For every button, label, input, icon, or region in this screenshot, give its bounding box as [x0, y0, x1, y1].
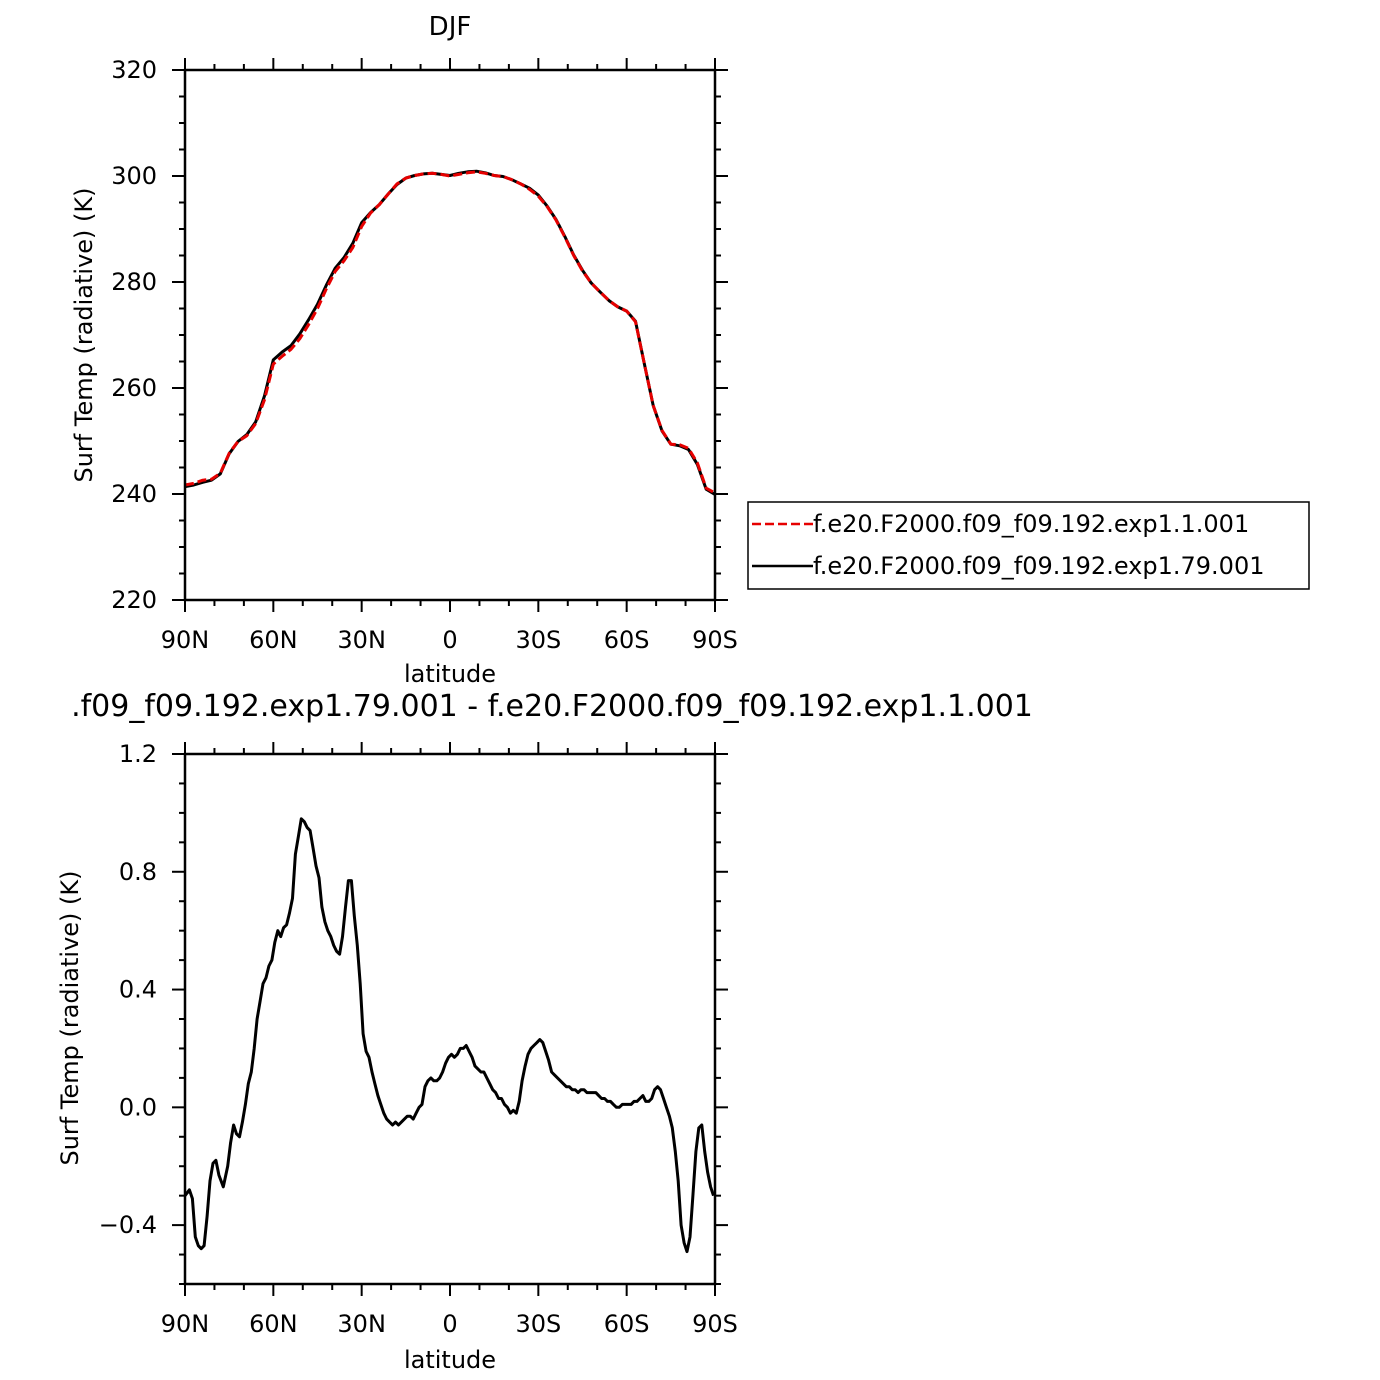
top-axis-ticks: 90N 60N 30N 0 30S 60S 90S 220 240 260 280 300 320: [111, 56, 738, 654]
bottom-panel: .f09_f09.192.exp1.79.001 - f.e20.F2000.f…: [56, 689, 1033, 1374]
top-x-tick-label: 30S: [515, 626, 561, 654]
bottom-y-axis-label: Surf Temp (radiative) (K): [56, 870, 84, 1165]
bottom-plot-frame: [183, 752, 717, 1286]
top-title: DJF: [429, 12, 472, 42]
bottom-x-tick-label: 90S: [692, 1310, 738, 1338]
top-y-tick-label: 260: [111, 374, 157, 402]
bottom-x-tick-label: 60S: [604, 1310, 650, 1338]
top-panel: DJF Surf Temp (radiative) (K) latitude 9…: [70, 12, 1310, 688]
bottom-title: .f09_f09.192.exp1.79.001 - f.e20.F2000.f…: [71, 689, 1033, 724]
legend-label-exp1-79: f.e20.F2000.f09_f09.192.exp1.79.001: [813, 552, 1264, 580]
bottom-y-tick-label: −0.4: [99, 1211, 157, 1239]
bottom-x-axis-label: latitude: [404, 1346, 496, 1374]
legend: f.e20.F2000.f09_f09.192.exp1.1.001 f.e20…: [747, 501, 1310, 590]
top-series-line-1: [184, 169, 716, 496]
bottom-axis-ticks: 90N 60N 30N 0 30S 60S 90S −0.4 0.0 0.4 0.8 1.2: [99, 740, 738, 1338]
top-x-tick-label: 60S: [604, 626, 650, 654]
bottom-x-tick-label: 30N: [337, 1310, 386, 1338]
top-y-tick-label: 220: [111, 586, 157, 614]
top-y-tick-label: 300: [111, 162, 157, 190]
top-y-axis-label: Surf Temp (radiative) (K): [70, 187, 98, 482]
top-x-tick-label: 90N: [161, 626, 210, 654]
bottom-series-line-0: [183, 817, 715, 1254]
top-y-tick-label: 320: [111, 56, 157, 84]
bottom-x-tick-label: 90N: [161, 1310, 210, 1338]
top-x-tick-label: 30N: [337, 626, 386, 654]
top-x-tick-label: 90S: [692, 626, 738, 654]
top-y-tick-label: 240: [111, 480, 157, 508]
bottom-x-tick-label: 30S: [515, 1310, 561, 1338]
top-plot-frame: [183, 68, 717, 602]
bottom-y-tick-label: 0.4: [119, 976, 157, 1004]
top-series-line-0: [184, 170, 716, 495]
top-y-tick-label: 280: [111, 268, 157, 296]
top-x-tick-label: 0: [442, 626, 457, 654]
top-x-axis-label: latitude: [404, 660, 496, 688]
bottom-y-tick-label: 1.2: [119, 740, 157, 768]
bottom-x-tick-label: 60N: [249, 1310, 298, 1338]
bottom-y-tick-label: 0.0: [119, 1093, 157, 1121]
legend-label-exp1-1: f.e20.F2000.f09_f09.192.exp1.1.001: [813, 510, 1249, 538]
bottom-series-lines: [183, 817, 715, 1254]
bottom-x-tick-label: 0: [442, 1310, 457, 1338]
top-x-tick-label: 60N: [249, 626, 298, 654]
top-series-lines: [184, 169, 716, 496]
bottom-y-tick-label: 0.8: [119, 858, 157, 886]
legend-box: [747, 501, 1310, 590]
